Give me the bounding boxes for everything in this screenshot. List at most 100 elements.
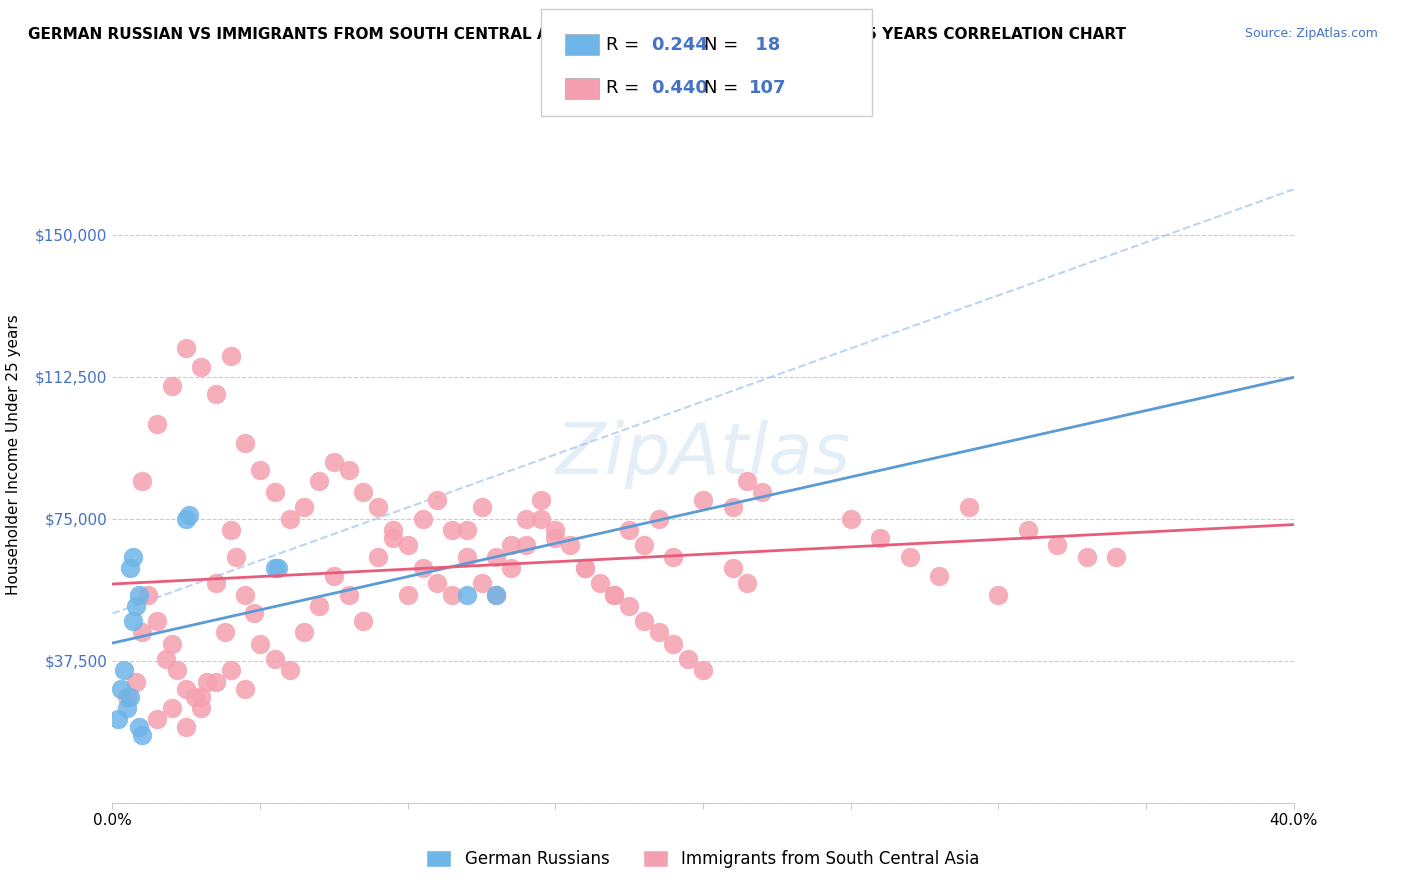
- Point: [869, 531, 891, 545]
- Point: [515, 538, 537, 552]
- Point: [501, 538, 523, 552]
- Point: [529, 492, 551, 507]
- Point: [264, 561, 287, 575]
- Point: [117, 701, 138, 715]
- Point: [367, 549, 389, 564]
- Point: [751, 485, 773, 500]
- Point: [928, 568, 950, 582]
- Point: [588, 576, 610, 591]
- Point: [160, 379, 183, 393]
- Point: [233, 436, 256, 450]
- Point: [485, 549, 508, 564]
- Point: [352, 614, 374, 628]
- Point: [131, 625, 153, 640]
- Point: [619, 599, 641, 613]
- Point: [264, 485, 287, 500]
- Point: [678, 652, 700, 666]
- Point: [957, 500, 980, 515]
- Point: [633, 538, 655, 552]
- Point: [426, 492, 449, 507]
- Point: [292, 625, 315, 640]
- Point: [128, 588, 150, 602]
- Point: [125, 674, 148, 689]
- Point: [737, 474, 759, 488]
- Point: [267, 561, 290, 575]
- Point: [396, 588, 419, 602]
- Point: [243, 607, 266, 621]
- Point: [184, 690, 207, 704]
- Point: [122, 614, 145, 628]
- Point: [529, 512, 551, 526]
- Point: [1017, 523, 1039, 537]
- Point: [146, 417, 169, 432]
- Point: [352, 485, 374, 500]
- Text: 18: 18: [749, 37, 780, 54]
- Point: [214, 625, 236, 640]
- Point: [647, 625, 671, 640]
- Point: [233, 682, 256, 697]
- Point: [603, 588, 626, 602]
- Point: [470, 500, 494, 515]
- Point: [633, 614, 655, 628]
- Text: N =: N =: [704, 37, 744, 54]
- Point: [382, 523, 405, 537]
- Point: [485, 588, 508, 602]
- Point: [225, 549, 247, 564]
- Point: [692, 663, 714, 677]
- Point: [174, 342, 197, 356]
- Point: [456, 549, 478, 564]
- Point: [544, 523, 567, 537]
- Point: [174, 512, 197, 526]
- Point: [411, 561, 433, 575]
- Point: [264, 652, 287, 666]
- Point: [1076, 549, 1098, 564]
- Text: 0.440: 0.440: [651, 79, 707, 97]
- Point: [721, 500, 744, 515]
- Point: [337, 588, 360, 602]
- Point: [233, 588, 256, 602]
- Point: [456, 523, 478, 537]
- Y-axis label: Householder Income Under 25 years: Householder Income Under 25 years: [7, 315, 21, 595]
- Text: GERMAN RUSSIAN VS IMMIGRANTS FROM SOUTH CENTRAL ASIA HOUSEHOLDER INCOME UNDER 25: GERMAN RUSSIAN VS IMMIGRANTS FROM SOUTH …: [28, 27, 1126, 42]
- Point: [574, 561, 596, 575]
- Point: [128, 720, 150, 734]
- Point: [647, 512, 671, 526]
- Point: [249, 637, 271, 651]
- Point: [367, 500, 389, 515]
- Point: [160, 637, 183, 651]
- Point: [308, 474, 330, 488]
- Point: [619, 523, 641, 537]
- Point: [426, 576, 449, 591]
- Point: [110, 682, 132, 697]
- Point: [441, 588, 464, 602]
- Point: [574, 561, 596, 575]
- Point: [470, 576, 494, 591]
- Point: [692, 492, 714, 507]
- Point: [219, 349, 242, 363]
- Point: [278, 663, 301, 677]
- Point: [396, 538, 419, 552]
- Point: [603, 588, 626, 602]
- Point: [662, 549, 685, 564]
- Point: [205, 576, 228, 591]
- Point: [107, 713, 129, 727]
- Point: [131, 728, 153, 742]
- Point: [323, 455, 346, 469]
- Point: [441, 523, 464, 537]
- Point: [131, 474, 153, 488]
- Point: [485, 588, 508, 602]
- Text: 107: 107: [749, 79, 787, 97]
- Point: [558, 538, 582, 552]
- Text: N =: N =: [704, 79, 744, 97]
- Point: [721, 561, 744, 575]
- Point: [515, 512, 537, 526]
- Point: [337, 462, 360, 476]
- Point: [1046, 538, 1069, 552]
- Point: [205, 387, 228, 401]
- Point: [839, 512, 862, 526]
- Point: [1105, 549, 1128, 564]
- Point: [120, 561, 142, 575]
- Text: R =: R =: [606, 79, 645, 97]
- Point: [190, 701, 212, 715]
- Point: [411, 512, 433, 526]
